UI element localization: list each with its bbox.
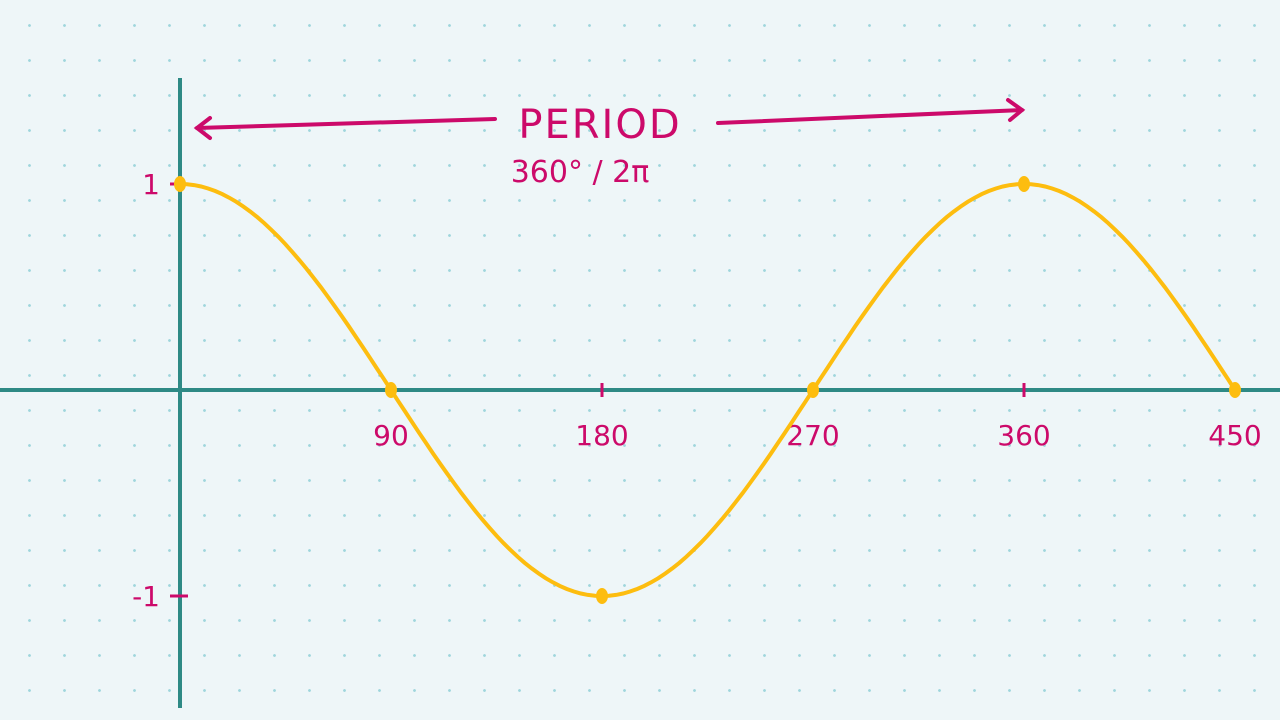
chart-subtitle: 360° / 2π: [511, 155, 650, 190]
data-point: [385, 382, 397, 398]
x-tick-label: 180: [575, 419, 628, 452]
y-tick-label: 1: [142, 168, 160, 201]
x-tick-label: 270: [786, 419, 839, 452]
data-point: [174, 176, 186, 192]
x-tick-label: 90: [373, 419, 409, 452]
data-point: [807, 382, 819, 398]
data-point: [1229, 382, 1241, 398]
chart-title: PERIOD: [518, 102, 681, 148]
period-arrow: [193, 98, 1026, 140]
y-tick-label: -1: [132, 580, 160, 613]
data-point: [596, 588, 608, 604]
data-point: [1018, 176, 1030, 192]
cosine-curve: [179, 181, 1237, 599]
x-tick-label: 360: [997, 419, 1050, 452]
x-tick-label: 450: [1208, 419, 1261, 452]
